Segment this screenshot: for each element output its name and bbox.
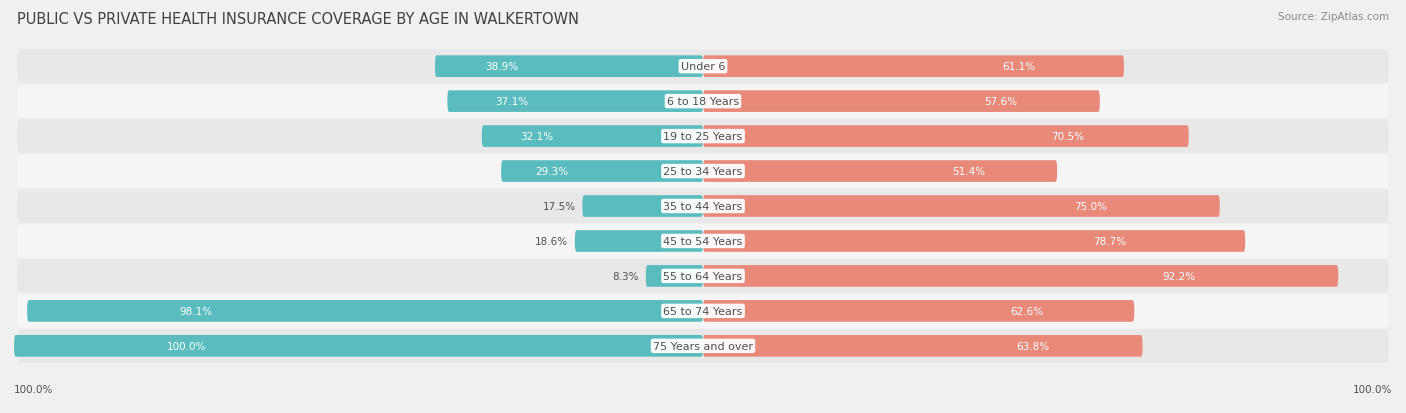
Text: 75 Years and over: 75 Years and over — [652, 341, 754, 351]
Text: 17.5%: 17.5% — [543, 202, 575, 211]
Text: 63.8%: 63.8% — [1017, 341, 1049, 351]
FancyBboxPatch shape — [17, 225, 1389, 258]
FancyBboxPatch shape — [17, 120, 1389, 154]
FancyBboxPatch shape — [703, 161, 1057, 183]
FancyBboxPatch shape — [703, 126, 1188, 147]
FancyBboxPatch shape — [17, 259, 1389, 293]
FancyBboxPatch shape — [17, 50, 1389, 84]
FancyBboxPatch shape — [482, 126, 703, 147]
Text: 62.6%: 62.6% — [1010, 306, 1043, 316]
FancyBboxPatch shape — [17, 155, 1389, 188]
FancyBboxPatch shape — [17, 294, 1389, 328]
FancyBboxPatch shape — [703, 266, 1339, 287]
Text: 6 to 18 Years: 6 to 18 Years — [666, 97, 740, 107]
Text: 51.4%: 51.4% — [952, 166, 986, 177]
Text: 35 to 44 Years: 35 to 44 Years — [664, 202, 742, 211]
Text: 61.1%: 61.1% — [1002, 62, 1035, 72]
Text: 38.9%: 38.9% — [485, 62, 519, 72]
Text: 19 to 25 Years: 19 to 25 Years — [664, 132, 742, 142]
FancyBboxPatch shape — [703, 230, 1246, 252]
FancyBboxPatch shape — [703, 196, 1220, 217]
Text: 32.1%: 32.1% — [520, 132, 554, 142]
Text: 8.3%: 8.3% — [613, 271, 638, 281]
FancyBboxPatch shape — [703, 300, 1135, 322]
Text: 45 to 54 Years: 45 to 54 Years — [664, 236, 742, 247]
FancyBboxPatch shape — [645, 266, 703, 287]
Text: 25 to 34 Years: 25 to 34 Years — [664, 166, 742, 177]
FancyBboxPatch shape — [575, 230, 703, 252]
Text: 100.0%: 100.0% — [14, 385, 53, 394]
Text: 100.0%: 100.0% — [1353, 385, 1392, 394]
Text: 65 to 74 Years: 65 to 74 Years — [664, 306, 742, 316]
Text: 18.6%: 18.6% — [534, 236, 568, 247]
FancyBboxPatch shape — [447, 91, 703, 113]
FancyBboxPatch shape — [703, 91, 1099, 113]
FancyBboxPatch shape — [17, 329, 1389, 363]
FancyBboxPatch shape — [434, 56, 703, 78]
Text: 100.0%: 100.0% — [166, 341, 207, 351]
FancyBboxPatch shape — [17, 190, 1389, 223]
Text: 78.7%: 78.7% — [1092, 236, 1126, 247]
FancyBboxPatch shape — [14, 335, 703, 357]
Text: 29.3%: 29.3% — [536, 166, 568, 177]
FancyBboxPatch shape — [582, 196, 703, 217]
FancyBboxPatch shape — [703, 56, 1123, 78]
FancyBboxPatch shape — [703, 335, 1143, 357]
FancyBboxPatch shape — [17, 85, 1389, 119]
Text: 37.1%: 37.1% — [495, 97, 527, 107]
Text: 75.0%: 75.0% — [1074, 202, 1107, 211]
Text: PUBLIC VS PRIVATE HEALTH INSURANCE COVERAGE BY AGE IN WALKERTOWN: PUBLIC VS PRIVATE HEALTH INSURANCE COVER… — [17, 12, 579, 27]
Text: 98.1%: 98.1% — [180, 306, 212, 316]
Text: Under 6: Under 6 — [681, 62, 725, 72]
Text: 92.2%: 92.2% — [1163, 271, 1197, 281]
FancyBboxPatch shape — [501, 161, 703, 183]
Text: 55 to 64 Years: 55 to 64 Years — [664, 271, 742, 281]
FancyBboxPatch shape — [27, 300, 703, 322]
Text: Source: ZipAtlas.com: Source: ZipAtlas.com — [1278, 12, 1389, 22]
Text: 70.5%: 70.5% — [1050, 132, 1084, 142]
Text: 57.6%: 57.6% — [984, 97, 1017, 107]
